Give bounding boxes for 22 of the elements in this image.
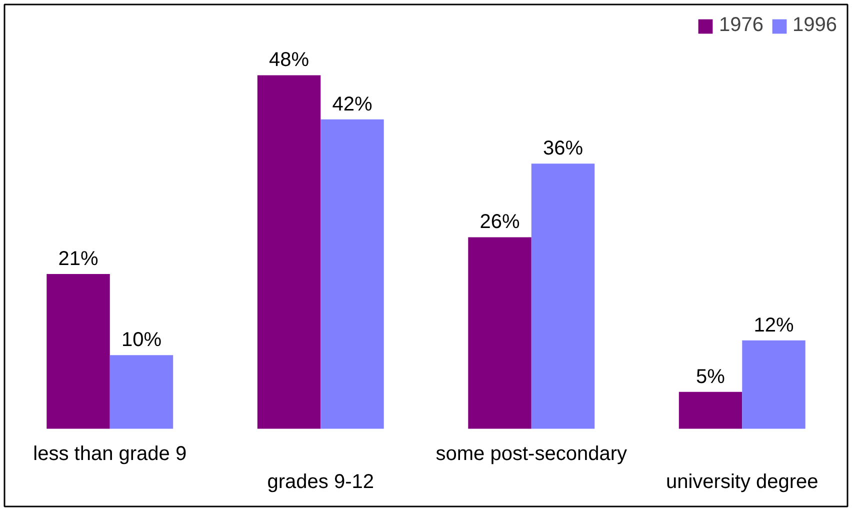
data-label: 42% [332, 93, 372, 116]
legend-label: 1976 [719, 14, 764, 37]
legend-label: 1996 [792, 14, 837, 37]
x-tick-label: less than grade 9 [33, 442, 187, 465]
data-label: 21% [58, 248, 98, 270]
x-tick-label: some post-secondary [436, 442, 627, 465]
x-tick-label: university degree [666, 471, 818, 494]
data-label: 26% [480, 211, 520, 234]
bar [742, 340, 806, 429]
bar [531, 164, 595, 429]
data-label: 5% [696, 366, 726, 388]
bar [110, 355, 174, 429]
data-label: 10% [121, 329, 162, 352]
bar [468, 237, 532, 429]
bar [257, 75, 321, 429]
data-label: 36% [542, 138, 584, 160]
bar [320, 119, 384, 429]
x-tick-label: grades 9-12 [267, 471, 374, 494]
bar [46, 274, 110, 429]
data-label: 48% [269, 49, 310, 72]
bar [678, 392, 742, 429]
data-label: 12% [754, 314, 794, 336]
